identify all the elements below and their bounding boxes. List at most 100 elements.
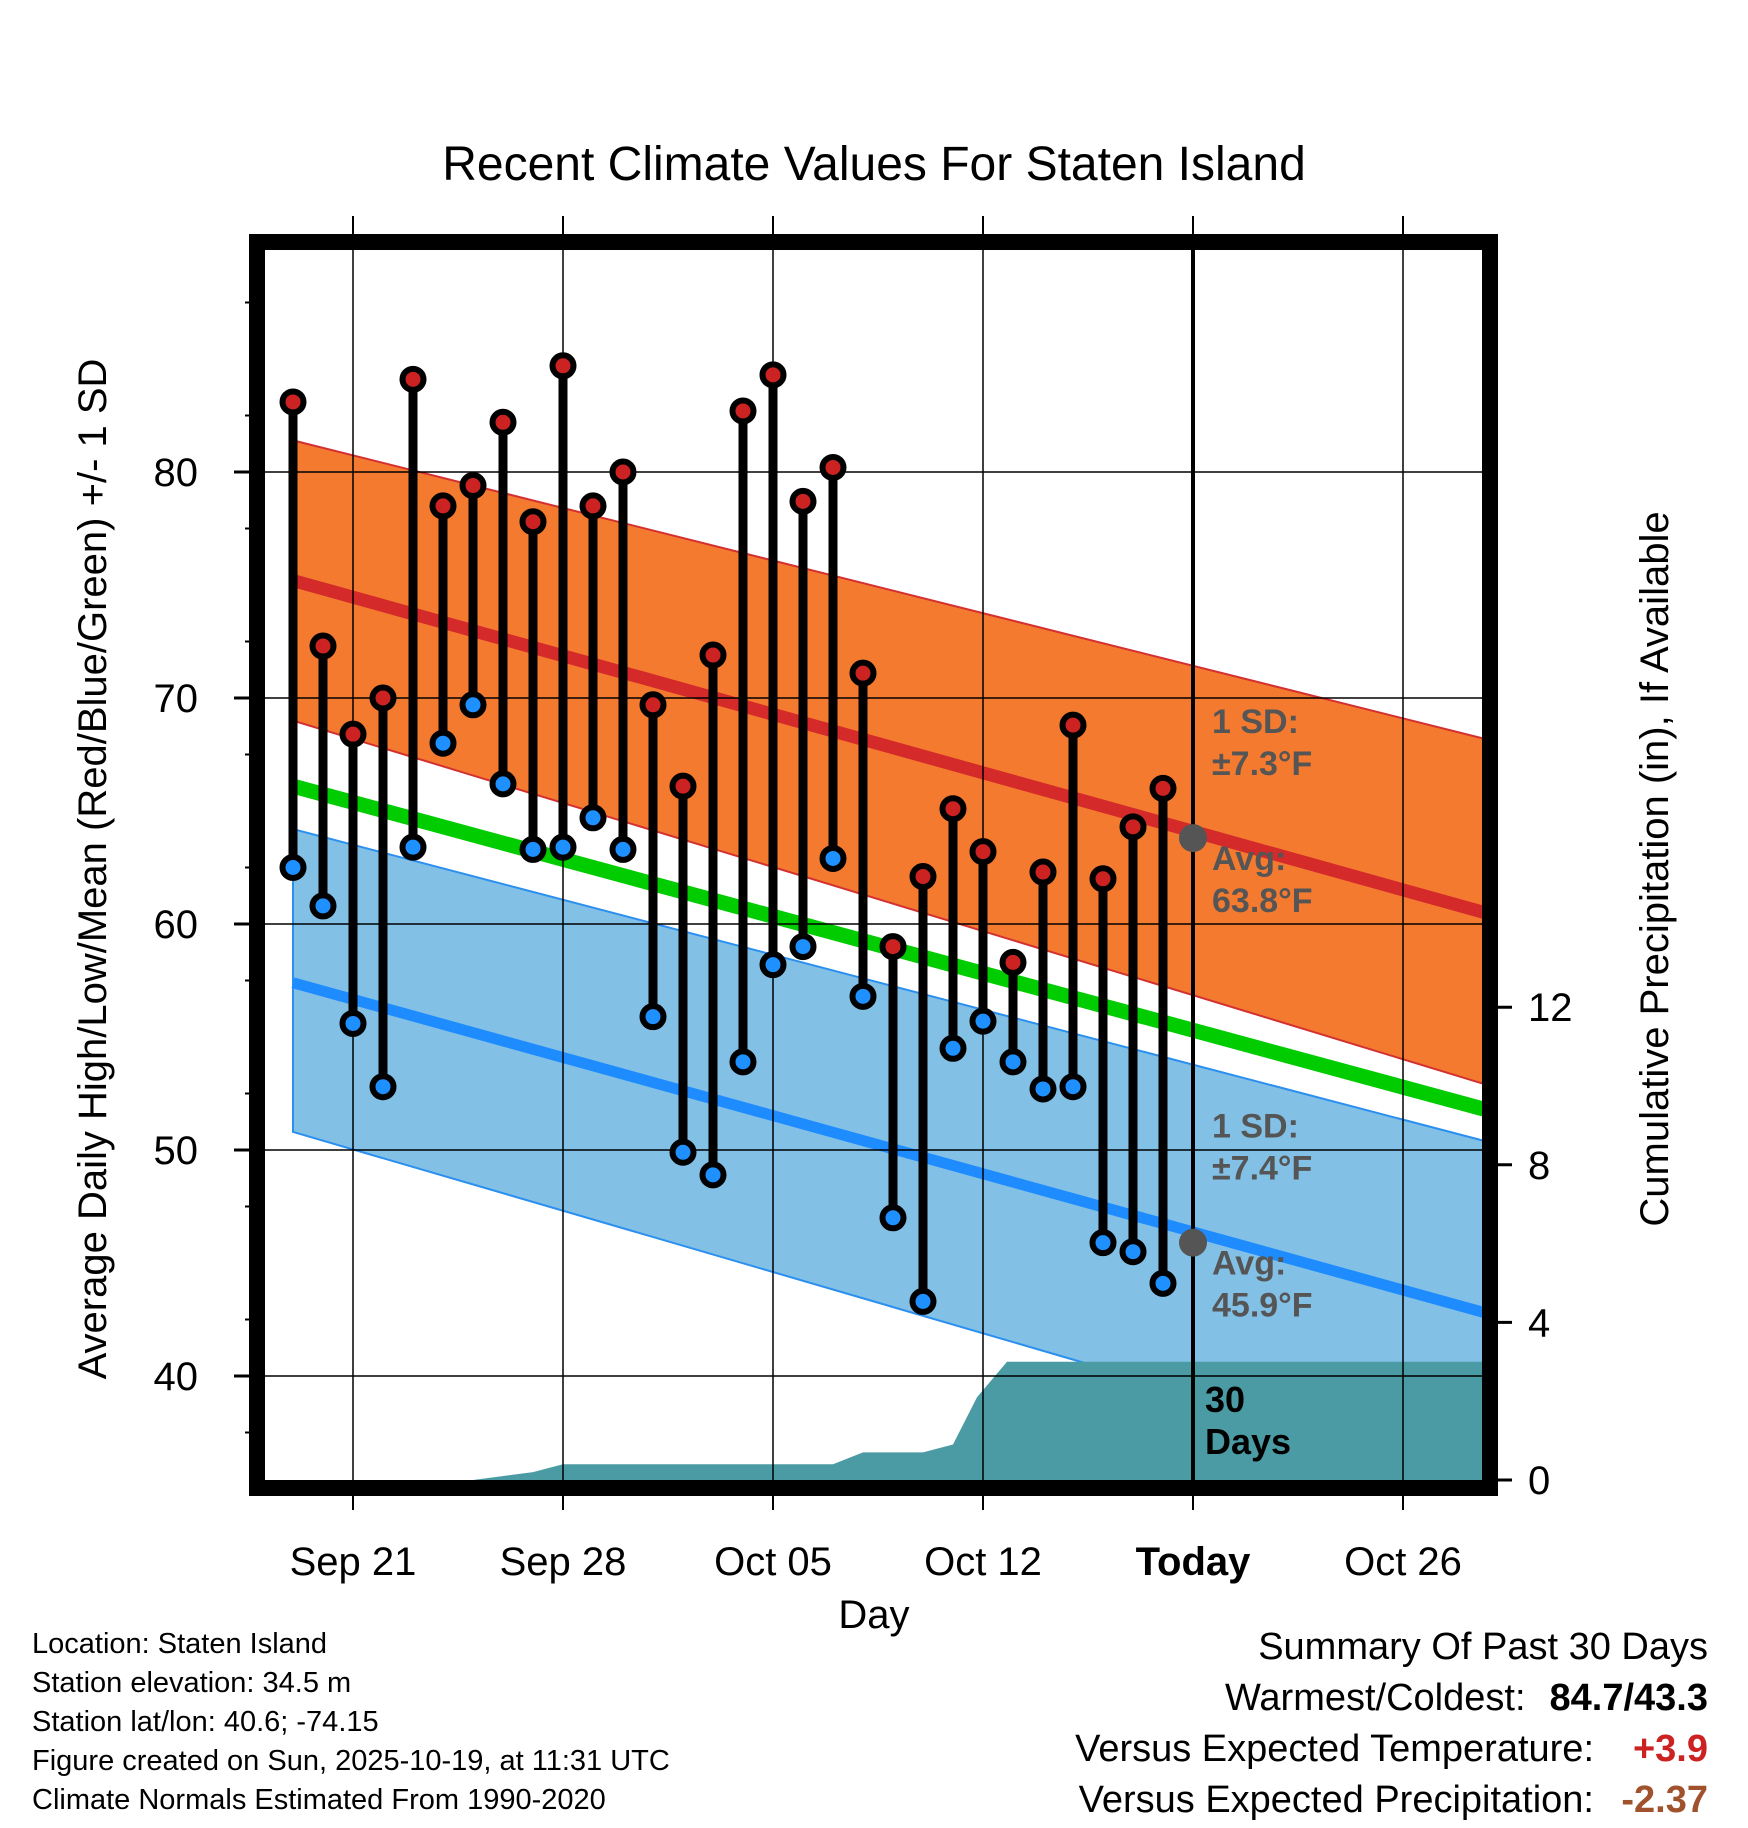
low-marker [429,729,457,757]
low-marker [369,1073,397,1101]
high-marker [669,772,697,800]
high-marker [399,365,427,393]
low-marker [609,835,637,863]
low-marker [639,1003,667,1031]
summary-panel: Summary Of Past 30 Days Warmest/Coldest:… [1075,1622,1708,1826]
low-marker [819,844,847,872]
y2-tick-label: 8 [1528,1144,1550,1188]
precip-area [293,1361,1482,1480]
low-marker [549,833,577,861]
low-marker [849,982,877,1010]
info-created: Figure created on Sun, 2025-10-19, at 11… [32,1745,670,1777]
high-avg-annotation: Avg: 63.8°F [1212,840,1313,920]
high-avg-dot [1179,824,1207,853]
low-marker [1089,1229,1117,1257]
y-tick-label: 50 [154,1129,199,1173]
x-tick-label: Oct 12 [924,1540,1042,1584]
low-marker [519,835,547,863]
normal-high-line [291,574,1482,919]
low-marker [399,833,427,861]
high-marker [429,492,457,520]
high-marker [459,472,487,500]
low-marker [729,1048,757,1076]
high-marker [849,659,877,687]
y2-tick-label: 4 [1528,1301,1550,1345]
high-marker [1149,774,1177,802]
low-marker [909,1287,937,1315]
low-sd-annotation: 1 SD: ±7.4°F [1212,1108,1312,1188]
chart-title: Recent Climate Values For Staten Island [442,138,1306,191]
high-marker [309,632,337,660]
low-marker [579,804,607,832]
low-marker [489,770,517,798]
high-marker [609,458,637,486]
y2-tick-label: 0 [1528,1459,1550,1503]
low-marker [339,1009,367,1037]
y-tick-label: 70 [154,677,199,721]
high-marker [1089,865,1117,893]
low-marker [1149,1269,1177,1297]
high-marker [519,508,547,536]
high-marker [549,352,577,380]
high-marker [699,641,727,669]
high-marker [819,453,847,481]
high-marker [759,361,787,389]
info-location: Location: Staten Island [32,1628,328,1660]
low-marker [759,951,787,979]
station-info: Location: Staten Island Station elevatio… [32,1625,670,1820]
precip-diff-value: -2.37 [1621,1779,1708,1821]
summary-temp: Versus Expected Temperature: +3.9 [1075,1724,1708,1775]
low-marker [939,1034,967,1062]
y2-tick-label: 12 [1528,986,1573,1030]
y-axis-label: Average Daily High/Low/Mean (Red/Blue/Gr… [71,359,115,1380]
info-normals: Climate Normals Estimated From 1990-2020 [32,1784,606,1816]
y2-axis-label: Cumulative Precipitation (in), If Availa… [1633,511,1677,1226]
low-marker [309,892,337,920]
plot-frame [249,234,1498,1496]
high-marker [1029,858,1057,886]
x-tick-label: Oct 05 [714,1540,832,1584]
high-marker [789,487,817,515]
warm-cold-value: 84.7/43.3 [1549,1677,1708,1719]
low-avg-dot [1179,1228,1207,1257]
normal-low-band [292,827,1482,1480]
warm-cold-label: Warmest/Coldest: [1224,1677,1526,1719]
low-marker [789,933,817,961]
summary-precip: Versus Expected Precipitation: -2.37 [1075,1775,1708,1826]
x-tick-label: Sep 21 [290,1540,417,1584]
low-marker [699,1161,727,1189]
summary-heading: Summary Of Past 30 Days [1258,1626,1708,1668]
high-marker [339,720,367,748]
high-sd-annotation: 1 SD: ±7.3°F [1212,703,1312,783]
high-marker [369,684,397,712]
low-marker [279,854,307,881]
low-marker [1119,1238,1147,1266]
low-avg-annotation: Avg: 45.9°F [1212,1245,1313,1325]
low-marker [969,1007,997,1035]
high-marker [939,795,967,823]
low-marker [459,691,487,719]
high-marker [579,492,607,520]
high-marker [639,691,667,719]
y-tick-label: 80 [154,451,199,495]
low-marker [1059,1073,1087,1101]
low-marker [1029,1075,1057,1103]
temp-diff-label: Versus Expected Temperature: [1075,1728,1594,1770]
y-tick-label: 60 [154,903,199,947]
high-marker [279,388,307,416]
high-marker [1059,711,1087,739]
low-marker [999,1048,1027,1076]
x-tick-label: Sep 28 [500,1540,627,1584]
low-marker [879,1204,907,1232]
high-marker [909,863,937,891]
high-marker [969,838,997,866]
x-axis-label: Day [838,1593,909,1637]
x-tick-label: Oct 26 [1344,1540,1462,1584]
high-marker [999,948,1027,976]
x-tick-label: Today [1136,1540,1252,1584]
summary-warm-cold: Warmest/Coldest: 84.7/43.3 [1075,1673,1708,1724]
high-marker [729,397,757,425]
info-latlon: Station lat/lon: 40.6; -74.15 [32,1706,379,1738]
precip-diff-label: Versus Expected Precipitation: [1078,1779,1594,1821]
